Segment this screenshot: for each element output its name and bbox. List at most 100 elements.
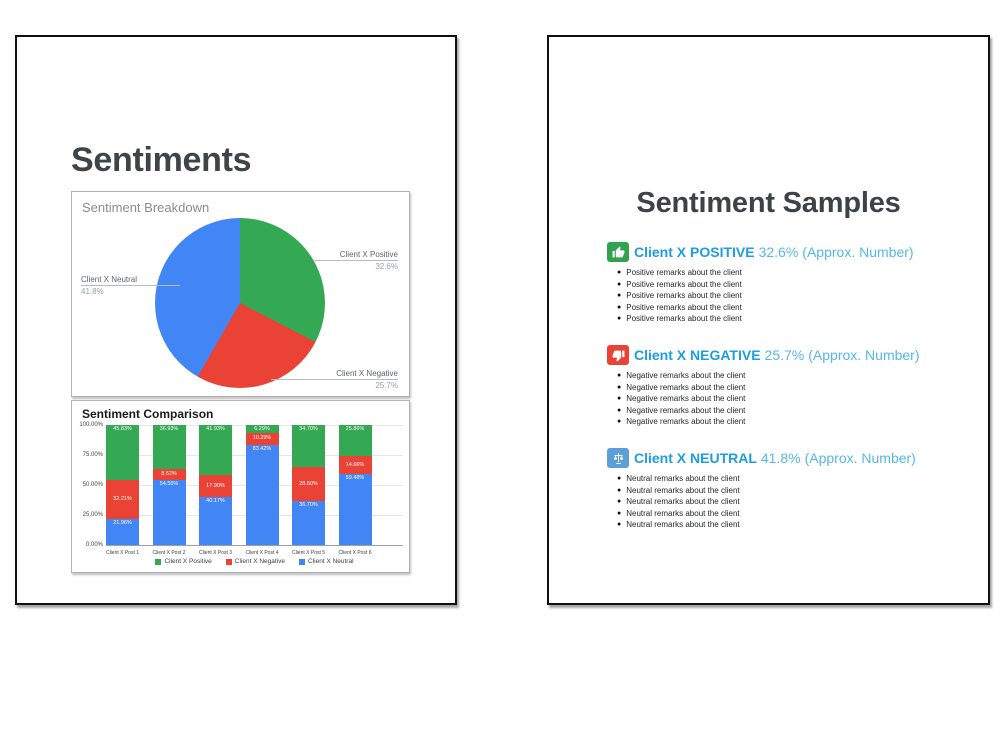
section-positive-approx: (Approx. Number) bbox=[802, 244, 914, 260]
section-positive-title: Client X POSITIVE bbox=[634, 244, 755, 260]
x-axis-label: Client X Post 3 bbox=[198, 550, 233, 556]
legend-item-positive: Client X Positive bbox=[155, 558, 212, 565]
section-positive-heading: Client X POSITIVE 32.6% (Approx. Number) bbox=[607, 241, 972, 263]
pie-callout-neutral: Client X Neutral 41.8% bbox=[81, 275, 180, 296]
bar-segment-label: 34.70% bbox=[299, 426, 318, 432]
bullet-item: ● Positive remarks about the client bbox=[617, 290, 972, 302]
bar-segment-label: 45.83% bbox=[113, 426, 132, 432]
bullet-text: Neutral remarks about the client bbox=[626, 474, 740, 483]
pie-callout-negative-name: Client X Negative bbox=[336, 369, 398, 378]
x-axis-label: Client X Post 5 bbox=[291, 550, 326, 556]
legend-item-neutral: Client X Neutral bbox=[299, 558, 354, 565]
bullet-item: ● Negative remarks about the client bbox=[617, 370, 972, 382]
bullet-dot: ● bbox=[617, 521, 622, 529]
bar-segment-label: 83.42% bbox=[252, 445, 272, 452]
pie-callout-neutral-pct: 41.8% bbox=[81, 287, 104, 296]
bar-chart-box: Sentiment Comparison Client X Positive C… bbox=[71, 400, 410, 573]
section-negative-pct: 25.7% bbox=[764, 347, 805, 363]
bar-segment-label: 8.52% bbox=[161, 471, 177, 478]
bullet-text: Negative remarks about the client bbox=[626, 405, 746, 415]
section-negative-title: Client X NEGATIVE bbox=[634, 347, 761, 363]
legend-item-negative: Client X Negative bbox=[225, 558, 285, 565]
bullet-text: Neutral remarks about the client bbox=[626, 520, 740, 530]
x-axis-label: Client X Post 2 bbox=[152, 550, 186, 556]
stacked-bar: 6.29% 10.29% 83.42% bbox=[245, 425, 279, 545]
bar-segment: 83.42% bbox=[245, 444, 279, 545]
bar-segment-label: 40.17% bbox=[206, 497, 225, 504]
bar-segment: 25.86% bbox=[338, 425, 372, 457]
section-neutral-pct: 41.8% bbox=[760, 450, 801, 466]
bullet-dot: ● bbox=[617, 269, 622, 276]
thumbs-up-icon bbox=[607, 242, 629, 262]
bullet-text: Positive remarks about the client bbox=[626, 314, 742, 324]
bar-segment-label: 36.93% bbox=[159, 426, 179, 432]
pie-callout-negative-pct: 25.7% bbox=[375, 381, 398, 390]
bullet-dot: ● bbox=[617, 486, 622, 494]
callout-line bbox=[271, 379, 398, 380]
bullet-dot: ● bbox=[617, 372, 622, 379]
y-axis-tick: 100.00% bbox=[79, 422, 103, 428]
pie-chart-title: Sentiment Breakdown bbox=[82, 200, 210, 215]
bullet-text: Positive remarks about the client bbox=[626, 268, 742, 277]
bar-segment: 34.70% bbox=[292, 425, 325, 467]
bar-chart-title: Sentiment Comparison bbox=[82, 407, 214, 421]
pie-callout-negative: Client X Negative 25.7% bbox=[271, 369, 398, 390]
bullet-text: Positive remarks about the client bbox=[626, 279, 742, 289]
bullet-dot: ● bbox=[617, 315, 622, 323]
bullet-item: ● Positive remarks about the client bbox=[617, 279, 972, 291]
bar-segment-label: 54.55% bbox=[159, 480, 179, 487]
thumbs-down-icon bbox=[607, 345, 629, 365]
bar-segment-label: 28.60% bbox=[299, 480, 318, 487]
bar-segment: 8.52% bbox=[152, 469, 186, 480]
bullet-item: ● Positive remarks about the client bbox=[617, 313, 972, 325]
bar-segment: 21.96% bbox=[106, 518, 139, 545]
bar-segment-label: 10.29% bbox=[252, 435, 272, 442]
pie-callout-positive-name: Client X Positive bbox=[339, 250, 398, 259]
stacked-bar: 34.70% 28.60% 36.70% bbox=[292, 425, 325, 545]
bullet-dot: ● bbox=[617, 475, 622, 482]
callout-line bbox=[313, 260, 398, 261]
bullet-text: Neutral remarks about the client bbox=[626, 508, 740, 518]
bar-segment: 54.55% bbox=[152, 479, 186, 545]
bar-segment: 41.93% bbox=[199, 425, 232, 476]
bullet-item: ● Neutral remarks about the client bbox=[617, 496, 972, 508]
pie-callout-positive-pct: 32.6% bbox=[375, 262, 398, 271]
slide-title-sentiments: Sentiments bbox=[71, 141, 252, 179]
pie-callout-positive: Client X Positive 32.6% bbox=[313, 250, 398, 271]
negative-bullet-list: ● Negative remarks about the client ● Negat… bbox=[617, 370, 972, 428]
callout-line bbox=[81, 285, 180, 286]
legend-label-positive: Client X Positive bbox=[164, 558, 212, 565]
bar-segment: 36.93% bbox=[152, 425, 186, 470]
bar-segment: 45.83% bbox=[106, 425, 139, 480]
bullet-text: Negative remarks about the client bbox=[626, 371, 746, 380]
section-positive: Client X POSITIVE 32.6% (Approx. Number)… bbox=[607, 241, 972, 325]
x-axis-baseline bbox=[106, 545, 403, 546]
bullet-dot: ● bbox=[617, 395, 622, 403]
bar-segment-label: 14.66% bbox=[345, 461, 365, 468]
bullet-item: ● Neutral remarks about the client bbox=[617, 508, 972, 520]
bar-segment: 17.90% bbox=[199, 475, 232, 497]
bar-segment: 32.21% bbox=[106, 479, 139, 519]
bullet-item: ● Neutral remarks about the client bbox=[617, 519, 972, 531]
bar-segment-label: 32.21% bbox=[113, 496, 132, 503]
slide-sentiment-samples: Sentiment Samples Client X POSITIVE 32.6… bbox=[547, 35, 990, 605]
legend-swatch-neutral bbox=[299, 558, 306, 565]
bar-segment-label: 41.93% bbox=[206, 426, 225, 432]
bullet-text: Negative remarks about the client bbox=[626, 394, 746, 404]
pie-chart-box: Sentiment Breakdown Client X Positive 32… bbox=[71, 191, 410, 397]
pie-callout-neutral-name: Client X Neutral bbox=[81, 275, 138, 284]
bullet-dot: ● bbox=[617, 406, 622, 414]
bullet-text: Neutral remarks about the client bbox=[626, 485, 740, 495]
x-axis-label: Client X Post 1 bbox=[105, 550, 140, 556]
pie-circle bbox=[155, 218, 325, 388]
section-neutral: Client X NEUTRAL 41.8% (Approx. Number) … bbox=[607, 447, 972, 531]
slide-title-sentiment-samples: Sentiment Samples bbox=[636, 187, 901, 219]
bar-segment: 6.29% bbox=[245, 425, 279, 433]
section-neutral-heading: Client X NEUTRAL 41.8% (Approx. Number) bbox=[607, 447, 972, 469]
bullet-text: Negative remarks about the client bbox=[626, 417, 746, 427]
y-axis-tick: 75.00% bbox=[82, 452, 103, 458]
bar-segment: 10.29% bbox=[245, 432, 279, 445]
bar-segment: 36.70% bbox=[292, 500, 325, 545]
stacked-bar: 41.93% 17.90% 40.17% bbox=[199, 425, 232, 545]
section-negative-approx: (Approx. Number) bbox=[808, 347, 920, 363]
